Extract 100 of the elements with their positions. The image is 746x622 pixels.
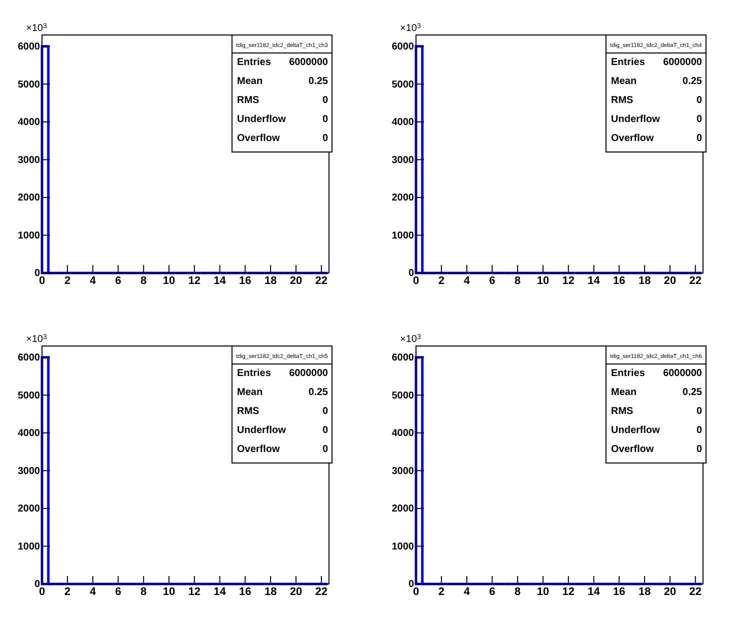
y-tick-label: 3000 [18, 154, 40, 166]
y-tick-label: 4000 [392, 117, 414, 128]
x-tick-label: 8 [514, 274, 521, 287]
y-tick-label: 2000 [392, 192, 414, 204]
x-tick-label: 20 [290, 274, 302, 287]
x-tick-label: 16 [613, 274, 626, 287]
annotation: 0 [696, 425, 702, 436]
annotation: 0.25 [682, 76, 702, 87]
y-tick-label: 5000 [18, 79, 40, 90]
annotation: RMS [611, 95, 634, 106]
annotation: Entries [237, 57, 272, 68]
annotation: 0.25 [682, 387, 702, 398]
x-tick-label: 8 [140, 586, 147, 598]
x-tick-label: 16 [239, 586, 252, 598]
annotation: Mean [611, 387, 637, 398]
y-tick-label: 5000 [18, 390, 40, 402]
y-tick-label: 1000 [18, 541, 40, 552]
y-tick-label: 1000 [18, 230, 40, 242]
annotation: Overflow [611, 133, 654, 144]
y-tick-label: 4000 [392, 428, 414, 440]
x-tick-label: 2 [438, 274, 444, 287]
text: ×10$^{3}$ [26, 22, 47, 34]
x-tick-label: 6 [489, 274, 496, 287]
y-tick-label: 4000 [18, 117, 40, 128]
x-tick-label: 4 [464, 274, 471, 287]
x-tick-label: 10 [162, 586, 176, 598]
annotation: RMS [237, 406, 260, 417]
annotation: Mean [237, 387, 263, 398]
y-tick-label: 6000 [392, 352, 414, 364]
y-tick-label: 3000 [18, 466, 40, 477]
x-tick-label: 10 [536, 274, 550, 287]
annotation: Underflow [237, 114, 286, 125]
annotation: Overflow [237, 444, 280, 455]
annotation: 0 [322, 114, 328, 125]
x-tick-label: 2 [64, 586, 70, 598]
annotation: RMS [611, 406, 634, 417]
annotation: Entries [611, 57, 646, 68]
y-tick-label: 6000 [18, 352, 40, 364]
x-tick-label: 16 [239, 274, 252, 287]
y-tick-label: 1000 [392, 541, 414, 552]
y-tick-label: 3000 [392, 466, 414, 477]
y-tick-label: 5000 [392, 79, 414, 90]
annotation: 6000000 [663, 57, 702, 68]
text: ×10$^{3}$ [26, 334, 47, 345]
annotation: 6000000 [663, 368, 702, 379]
y-tick-label: 1000 [392, 230, 414, 242]
x-tick-label: 20 [290, 586, 302, 598]
annotation: 0 [696, 95, 702, 106]
annotation: 0 [322, 444, 328, 455]
annotation: Entries [611, 368, 646, 379]
annotation: 0.25 [308, 387, 328, 398]
x-tick-label: 2 [64, 274, 70, 287]
x-tick-label: 12 [562, 586, 575, 598]
x-tick-label: 18 [264, 586, 277, 598]
x-tick-label: 6 [489, 586, 496, 598]
x-tick-label: 18 [638, 274, 651, 287]
x-tick-label: 14 [588, 586, 601, 598]
x-tick-label: 20 [664, 274, 676, 287]
annotation: 0.25 [308, 76, 328, 87]
annotation: 6000000 [289, 368, 328, 379]
x-tick-label: 8 [140, 274, 147, 287]
y-tick-label: 5000 [392, 390, 414, 402]
x-tick-label: 16 [613, 586, 626, 598]
x-tick-label: 22 [689, 274, 702, 287]
x-tick-label: 22 [689, 586, 702, 598]
annotation: 6000000 [289, 57, 328, 68]
x-tick-label: 10 [162, 274, 176, 287]
x-tick-label: 4 [90, 586, 97, 598]
y-tick-label: 2000 [18, 192, 40, 204]
annotation: Overflow [237, 133, 280, 144]
x-tick-label: 14 [214, 274, 227, 287]
annotation: Underflow [237, 425, 286, 436]
y-tick-label: 3000 [392, 154, 414, 166]
text: ×10$^{3}$ [400, 22, 421, 34]
x-tick-label: 12 [188, 586, 201, 598]
x-tick-label: 14 [214, 586, 227, 598]
annotation: 0 [322, 95, 328, 106]
x-tick-label: 18 [638, 586, 651, 598]
x-tick-label: 12 [562, 274, 575, 287]
x-tick-label: 20 [664, 586, 676, 598]
x-tick-label: 2 [438, 586, 444, 598]
annotation: Underflow [611, 114, 660, 125]
annotation: Entries [237, 368, 272, 379]
annotation: RMS [237, 95, 260, 106]
y-tick-label: 6000 [18, 42, 40, 53]
y-tick-label: 4000 [18, 428, 40, 440]
annotation: Mean [611, 76, 637, 87]
annotation: 0 [322, 406, 328, 417]
y-tick-label: 2000 [18, 504, 40, 515]
x-tick-label: 14 [588, 274, 601, 287]
x-tick-label: 12 [188, 274, 201, 287]
text: ×10$^{3}$ [400, 334, 421, 345]
annotation: 0 [696, 133, 702, 144]
x-tick-label: 4 [90, 274, 97, 287]
x-tick-label: 18 [264, 274, 277, 287]
x-tick-label: 22 [315, 274, 328, 287]
annotation: Mean [237, 76, 263, 87]
annotation: 0 [322, 425, 328, 436]
annotation: 0 [696, 114, 702, 125]
x-tick-label: 8 [514, 586, 521, 598]
